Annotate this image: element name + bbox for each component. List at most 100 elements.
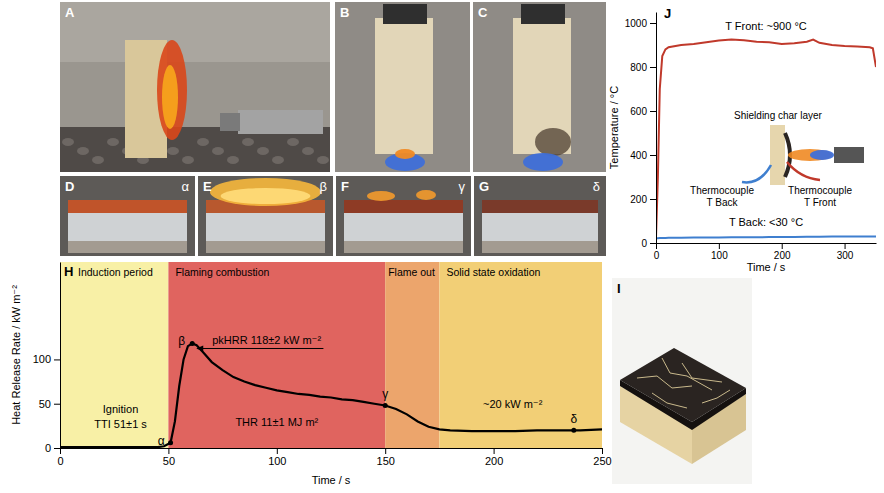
plot-area	[60, 262, 602, 448]
panel-letter: A	[65, 5, 75, 20]
tick: 200	[774, 243, 791, 261]
photo-background	[198, 176, 333, 256]
photo-background	[335, 2, 470, 172]
annotation-underline	[198, 348, 323, 349]
tick: 1000	[625, 18, 656, 29]
data-line	[656, 40, 876, 238]
tick-mark	[494, 448, 495, 454]
event-marker	[383, 403, 388, 408]
tick: 250	[593, 448, 611, 467]
inset-diagram: Shielding char layerThermocoupleT BackTh…	[690, 110, 864, 208]
tick: 300	[837, 243, 854, 261]
phase-region	[385, 262, 439, 448]
tick: 0	[654, 243, 660, 261]
inset-sample	[770, 125, 785, 185]
photo-gravel-stone	[212, 147, 224, 155]
x-axis-title: Time / s	[312, 474, 351, 486]
tick-mark	[650, 23, 656, 24]
annotation-arrow	[196, 345, 203, 351]
tick-label: 150	[377, 455, 395, 467]
panel-label: α	[181, 179, 189, 194]
y-axis-title: Heat Release Rate / kW m⁻²	[10, 285, 22, 425]
photo-foil	[68, 213, 187, 241]
photo-gravel-stone	[242, 138, 254, 146]
photo-gravel-stone	[92, 156, 104, 164]
photo-background	[474, 176, 606, 256]
photo-holder	[482, 241, 598, 253]
panel-letter: I	[617, 281, 621, 296]
tick-label: 600	[630, 106, 647, 117]
tick-label: 250	[593, 455, 611, 467]
y-axis: 02004006008001000	[625, 13, 657, 249]
inset-label: T Front	[804, 197, 836, 208]
photo-foil	[482, 213, 598, 241]
phase-region	[60, 262, 168, 448]
photo-background	[60, 176, 195, 256]
tick-label: 400	[630, 150, 647, 161]
panel-letter: H	[64, 264, 73, 279]
tick-label: 100	[268, 455, 286, 467]
tick-mark	[650, 199, 656, 200]
photo-gravel-stone	[302, 147, 314, 155]
photo-gravel-stone	[77, 147, 89, 155]
y-axis: 050100	[33, 263, 61, 455]
panel-letter: F	[341, 179, 349, 194]
tick-label: 200	[630, 194, 647, 205]
marker-label: δ	[570, 412, 577, 426]
tick: 400	[630, 150, 656, 161]
tick-label: 50	[163, 455, 175, 467]
tick-label: 300	[837, 250, 854, 261]
tick-mark	[650, 155, 656, 156]
inset-label: Thermocouple	[788, 185, 852, 196]
photo-holder	[344, 241, 463, 253]
tick-label: 200	[774, 250, 791, 261]
photo-holder	[68, 241, 187, 253]
marker-label: α	[158, 434, 165, 448]
annotation: THR 11±1 MJ m²	[235, 416, 318, 428]
photo-crack	[702, 390, 730, 403]
photo-panel: C	[473, 2, 606, 172]
photo-char	[620, 348, 746, 422]
photo-flame	[367, 191, 395, 201]
panel-label: γ	[459, 179, 466, 194]
photo-char-edge	[620, 380, 746, 430]
inset-wire	[742, 165, 771, 182]
inset-label: Shielding char layer	[734, 110, 822, 121]
panel-letter: E	[203, 179, 212, 194]
photo-gravel-stone	[287, 138, 299, 146]
photo-background	[473, 2, 606, 172]
data-line	[60, 343, 602, 447]
inset-label: Thermocouple	[690, 185, 754, 196]
tick: 0	[641, 238, 656, 249]
photo-panel: Fγ	[336, 176, 471, 256]
event-marker	[168, 440, 173, 445]
tick-mark	[650, 111, 656, 112]
photo-holder	[206, 241, 325, 253]
axis-line	[657, 243, 877, 244]
annotation: pkHRR 118±2 kW m⁻²	[212, 334, 321, 346]
x-axis-title: Time / s	[747, 261, 786, 273]
inset-flame	[810, 150, 834, 160]
figure: ABCDαEβFγGδI050100150200250050100HInduct…	[0, 0, 884, 493]
photo-crack	[682, 363, 722, 382]
photo-gravel-stone	[317, 156, 329, 164]
inset-wire	[787, 162, 820, 180]
region-label: Flaming combustion	[175, 266, 269, 278]
tick: 0	[57, 448, 63, 467]
tick-label: 0	[57, 455, 63, 467]
photo-flame	[523, 153, 563, 171]
axis-line	[656, 13, 657, 244]
data-line	[656, 236, 876, 238]
tick: 100	[711, 243, 728, 261]
photo-gravel-stone	[257, 147, 269, 155]
line-label: T Back: <30 °C	[729, 216, 803, 228]
photo-sample	[344, 200, 463, 213]
y-axis-title: Temperature / °C	[608, 86, 620, 169]
photo-gravel-stone	[272, 156, 284, 164]
tick-mark	[54, 448, 60, 449]
panel-letter: D	[65, 179, 74, 194]
chart-h: 050100150200250050100HInduction periodFl…	[10, 262, 612, 486]
tick-label: 100	[711, 250, 728, 261]
tick-mark	[168, 448, 169, 454]
tick-label: 1000	[625, 18, 648, 29]
